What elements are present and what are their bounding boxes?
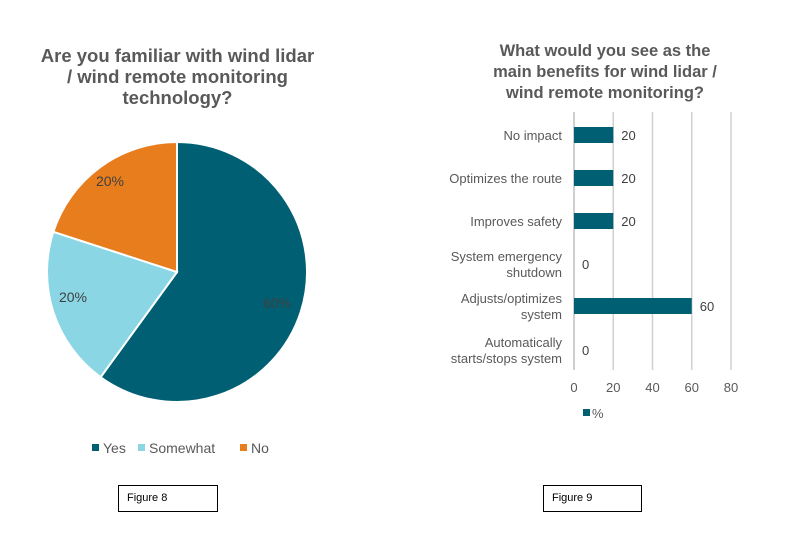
pie-data-label: 20% [59, 289, 87, 305]
pie-slice-somewhat [46, 230, 179, 379]
legend-swatch [138, 444, 145, 451]
x-tick-label: 60 [685, 380, 699, 395]
x-tick-label: 80 [724, 380, 738, 395]
category-label: shutdown [506, 265, 562, 280]
legend-label: No [251, 440, 269, 456]
bar-data-label: 60 [700, 299, 714, 314]
bar-data-label: 20 [621, 214, 635, 229]
bar-data-label: 20 [621, 128, 635, 143]
legend-label: Yes [103, 440, 126, 456]
x-tick-label: 0 [570, 380, 577, 395]
pie-data-label: 20% [96, 173, 124, 189]
title-line: wind remote monitoring? [506, 84, 704, 102]
title-line: technology? [122, 87, 233, 108]
figure-9-caption: Figure 9 [543, 485, 642, 512]
legend-label: Somewhat [149, 440, 215, 456]
category-label: Optimizes the route [449, 171, 562, 186]
bar-data-label: 0 [582, 343, 589, 358]
bar [574, 298, 692, 314]
bar-chart-title: What would you see as the main benefits … [455, 41, 755, 104]
x-tick-label: 20 [606, 380, 620, 395]
bar-data-label: 20 [621, 171, 635, 186]
category-label: System emergency [451, 249, 563, 264]
category-label: Adjusts/optimizes [461, 291, 563, 306]
category-label: Automatically [485, 335, 563, 350]
category-label: system [521, 307, 562, 322]
title-line: What would you see as the [499, 42, 711, 60]
pie-slice-no [52, 140, 178, 274]
legend-swatch [583, 409, 590, 416]
pie-slice-yes [99, 140, 308, 403]
category-label: starts/stops system [451, 351, 562, 366]
title-line: Are you familiar with wind lidar [40, 45, 315, 66]
legend-label: % [592, 406, 604, 421]
pie-chart-title: Are you familiar with wind lidar / wind … [20, 45, 335, 108]
x-tick-label: 40 [645, 380, 659, 395]
legend-swatch [240, 444, 247, 451]
pie-data-label: 60% [263, 295, 291, 311]
title-line: main benefits for wind lidar / [493, 63, 717, 81]
title-line: / wind remote monitoring [67, 66, 288, 87]
bar [574, 213, 614, 229]
category-label: Improves safety [470, 214, 562, 229]
bar [574, 170, 614, 186]
bar-data-label: 0 [582, 257, 589, 272]
category-label: No impact [503, 128, 562, 143]
bar [574, 127, 614, 143]
figure-8-caption: Figure 8 [118, 485, 218, 512]
legend-swatch [92, 444, 99, 451]
